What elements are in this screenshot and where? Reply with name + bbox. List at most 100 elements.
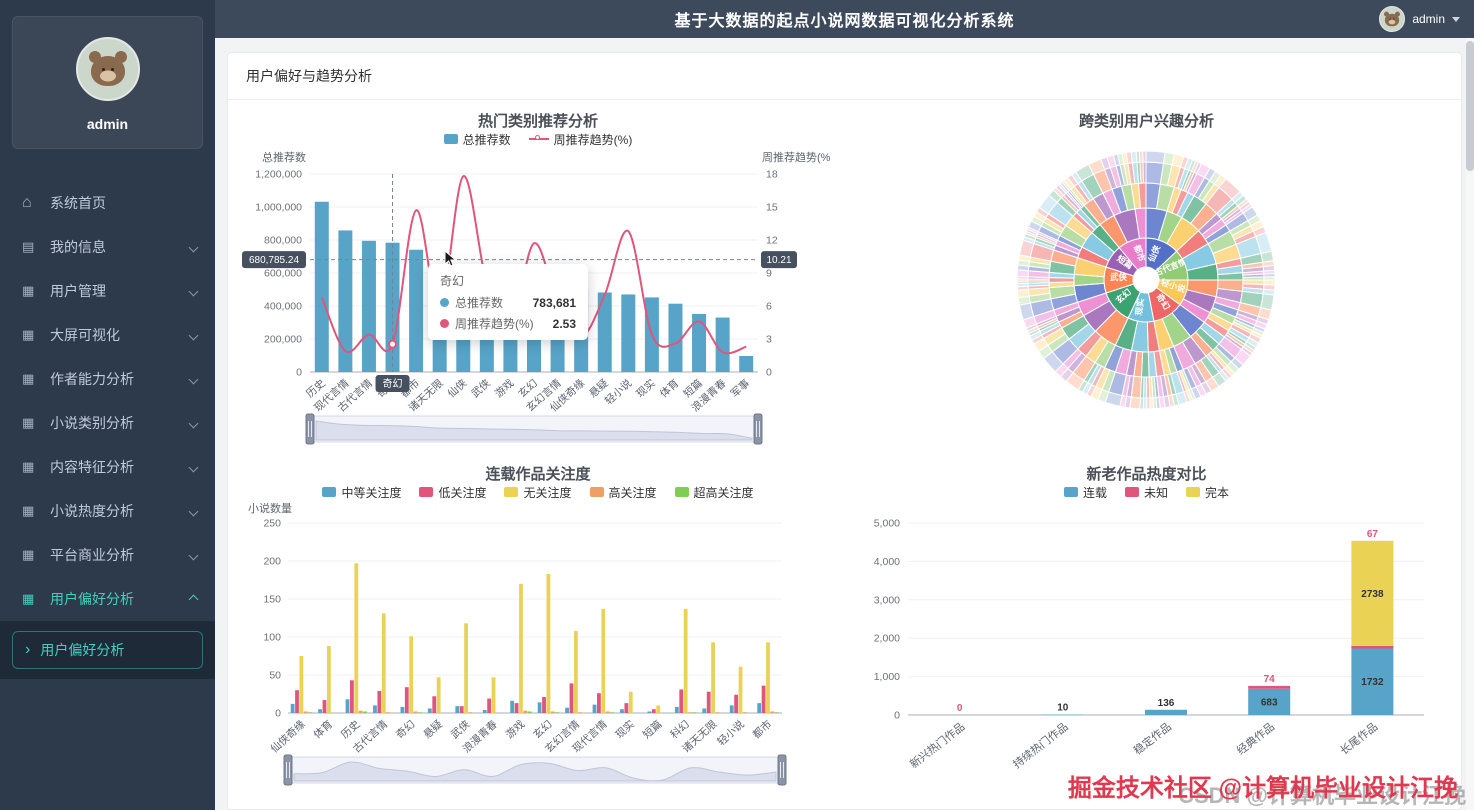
bar[interactable]: [702, 708, 707, 713]
sidebar-item-user-management[interactable]: 用户管理: [0, 269, 215, 313]
bar[interactable]: [482, 709, 487, 713]
sunburst-segment[interactable]: [1016, 288, 1030, 299]
bar[interactable]: [668, 303, 683, 372]
bar[interactable]: [361, 240, 376, 372]
bar-segment[interactable]: [1248, 688, 1291, 715]
bar[interactable]: [290, 703, 295, 713]
bar[interactable]: [295, 690, 299, 713]
legend-item[interactable]: 周推荐趋势(%): [528, 131, 632, 148]
bar[interactable]: [527, 711, 532, 713]
bar[interactable]: [338, 230, 353, 372]
bar[interactable]: [739, 355, 754, 372]
bar[interactable]: [628, 691, 633, 713]
bar[interactable]: [326, 646, 331, 713]
bar[interactable]: [363, 711, 368, 713]
bar[interactable]: [729, 705, 734, 713]
bar[interactable]: [358, 710, 363, 713]
sidebar-subitem-user-preference-sub[interactable]: › 用户偏好分析: [12, 631, 203, 669]
bar[interactable]: [706, 691, 711, 713]
legend-item[interactable]: 高关注度: [589, 484, 657, 501]
bar[interactable]: [373, 705, 377, 713]
bar-segment[interactable]: [1248, 685, 1291, 689]
bar[interactable]: [621, 294, 636, 372]
bar[interactable]: [597, 693, 601, 713]
bar[interactable]: [674, 706, 679, 713]
bar[interactable]: [573, 630, 578, 713]
datazoom-slider[interactable]: [305, 413, 763, 445]
bar[interactable]: [766, 642, 770, 713]
bar[interactable]: [597, 292, 612, 372]
scrollbar-thumb[interactable]: [1466, 41, 1474, 171]
legend-item[interactable]: 未知: [1124, 484, 1168, 501]
bar[interactable]: [610, 712, 615, 713]
bar[interactable]: [738, 666, 743, 713]
bar[interactable]: [386, 712, 391, 713]
bar[interactable]: [620, 709, 624, 713]
bar[interactable]: [308, 712, 313, 713]
bar[interactable]: [679, 689, 684, 713]
bar[interactable]: [418, 712, 422, 713]
bar[interactable]: [318, 709, 322, 713]
bar[interactable]: [743, 712, 747, 713]
bar[interactable]: [651, 709, 656, 713]
bar-segment[interactable]: [1351, 645, 1394, 649]
bar[interactable]: [299, 656, 304, 713]
bar[interactable]: [519, 583, 523, 713]
bar[interactable]: [491, 677, 496, 713]
bar-segment[interactable]: [1145, 709, 1187, 715]
bar-segment[interactable]: [1351, 648, 1394, 715]
bar[interactable]: [711, 642, 715, 713]
bar[interactable]: [459, 706, 464, 713]
bar[interactable]: [409, 249, 424, 372]
bar[interactable]: [757, 703, 762, 713]
sidebar-item-home[interactable]: 系统首页: [0, 181, 215, 225]
page-scrollbar[interactable]: [1466, 38, 1474, 810]
bar[interactable]: [656, 705, 661, 713]
bar[interactable]: [688, 712, 692, 713]
chart-canvas[interactable]: 0 1,000 2,000 3,000 4,000 5,000 0 新兴热门作品 10 持续热门作…: [838, 503, 1450, 793]
bar[interactable]: [761, 685, 766, 713]
bar[interactable]: [569, 683, 574, 713]
sunburst-segment[interactable]: [1142, 150, 1147, 163]
bar[interactable]: [303, 711, 308, 713]
bar[interactable]: [601, 608, 606, 713]
bar[interactable]: [565, 707, 569, 713]
bar[interactable]: [432, 696, 437, 713]
bar[interactable]: [715, 712, 720, 713]
sidebar-item-novel-category[interactable]: 小说类别分析: [0, 401, 215, 445]
sidebar-item-my-info[interactable]: 我的信息: [0, 225, 215, 269]
bar[interactable]: [734, 694, 739, 713]
bar[interactable]: [345, 699, 350, 713]
bar[interactable]: [314, 201, 329, 372]
sidebar-item-big-screen[interactable]: 大屏可视化: [0, 313, 215, 357]
bar[interactable]: [404, 687, 409, 713]
sunburst-segment[interactable]: [1145, 150, 1166, 164]
legend-item[interactable]: 超高关注度: [674, 484, 754, 501]
bar[interactable]: [413, 711, 418, 713]
bar[interactable]: [542, 697, 546, 713]
bar[interactable]: [692, 712, 697, 713]
bar[interactable]: [692, 313, 707, 372]
bar[interactable]: [774, 712, 779, 713]
bar[interactable]: [546, 573, 551, 713]
legend-item[interactable]: 中等关注度: [322, 484, 401, 501]
datazoom-handle[interactable]: [283, 754, 293, 786]
bar[interactable]: [683, 608, 688, 713]
bar[interactable]: [377, 690, 382, 713]
bar[interactable]: [464, 623, 468, 713]
bar[interactable]: [350, 680, 354, 713]
sidebar-item-platform-business[interactable]: 平台商业分析: [0, 533, 215, 577]
bar[interactable]: [354, 563, 359, 713]
legend-item[interactable]: 无关注度: [504, 484, 572, 501]
bar-segment[interactable]: [1351, 540, 1394, 646]
bar[interactable]: [537, 702, 542, 713]
bar[interactable]: [455, 706, 460, 713]
datazoom-slider[interactable]: [283, 754, 787, 786]
legend-item[interactable]: 完本: [1186, 484, 1229, 501]
bar[interactable]: [523, 710, 528, 713]
bar[interactable]: [715, 317, 730, 372]
bar[interactable]: [605, 711, 610, 713]
datazoom-handle[interactable]: [753, 413, 763, 445]
sidebar-item-content-feature[interactable]: 内容特征分析: [0, 445, 215, 489]
sidebar-item-author-ability[interactable]: 作者能力分析: [0, 357, 215, 401]
